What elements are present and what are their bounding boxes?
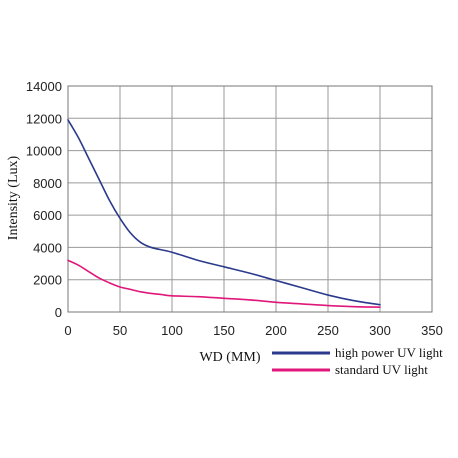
y-tick-label: 14000 — [26, 79, 62, 94]
x-tick-label: 250 — [317, 323, 339, 338]
x-tick-label: 0 — [64, 323, 71, 338]
y-tick-label: 8000 — [33, 176, 62, 191]
y-axis-title: Intensity (Lux) — [6, 155, 21, 240]
legend-label: standard UV light — [335, 362, 428, 377]
y-tick-label: 6000 — [33, 208, 62, 223]
x-tick-label: 300 — [369, 323, 391, 338]
y-tick-label: 2000 — [33, 273, 62, 288]
grid-lines — [67, 85, 433, 313]
legend: high power UV light standard UV light — [272, 345, 443, 377]
x-tick-label: 150 — [213, 323, 235, 338]
series-line-high-power — [67, 119, 381, 306]
x-tick-label: 100 — [161, 323, 183, 338]
y-tick-label: 10000 — [26, 144, 62, 159]
x-tick-labels: 0 50 100 150 200 250 300 350 — [64, 323, 442, 338]
series-line-standard — [67, 259, 381, 308]
x-tick-label: 350 — [421, 323, 443, 338]
y-tick-label: 12000 — [26, 111, 62, 126]
x-axis-title: WD (MM) — [199, 350, 260, 365]
plot-frame — [67, 85, 433, 313]
series-lines — [67, 119, 381, 308]
y-tick-labels: 0 2000 4000 6000 8000 10000 12000 14000 — [26, 79, 62, 320]
x-tick-label: 50 — [113, 323, 127, 338]
legend-label: high power UV light — [335, 345, 443, 360]
x-tick-label: 200 — [265, 323, 287, 338]
y-tick-label: 4000 — [33, 240, 62, 255]
y-tick-label: 0 — [55, 305, 62, 320]
